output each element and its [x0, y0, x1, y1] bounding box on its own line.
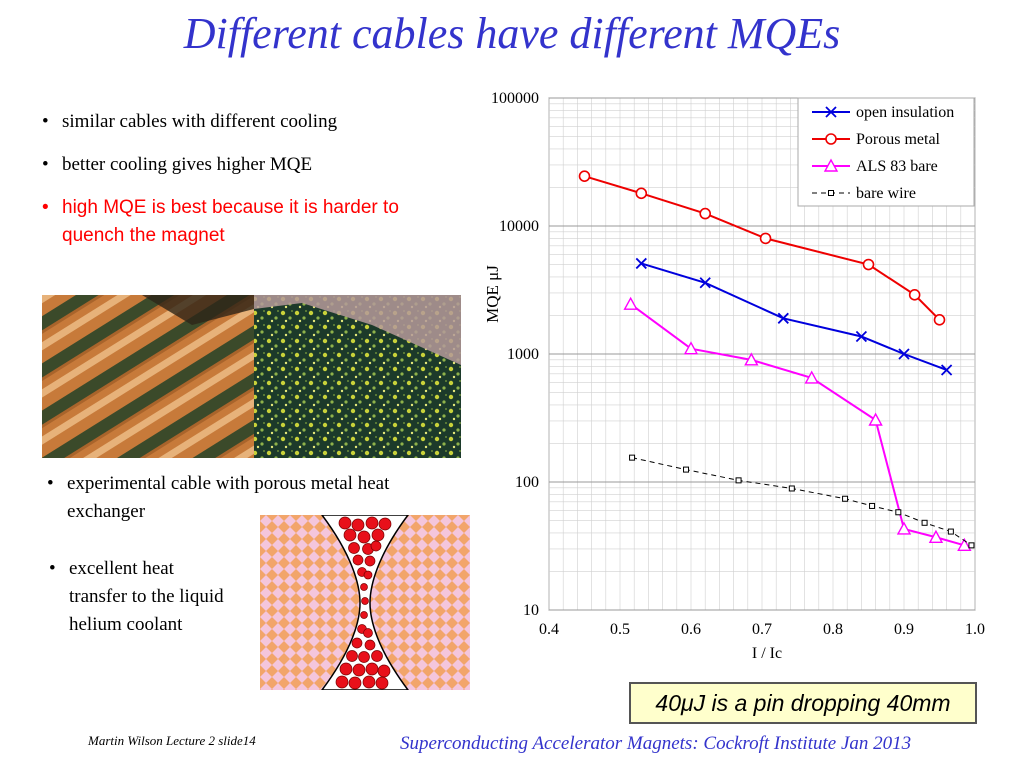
- bullet-porous-metal: experimental cable with porous metal hea…: [45, 470, 425, 526]
- x-axis-label: I / Ic: [752, 645, 782, 662]
- data-point: [683, 341, 699, 355]
- data-point: [921, 519, 928, 526]
- legend-label: bare wire: [856, 185, 916, 202]
- series-porous-metal: [578, 170, 946, 326]
- pin-drop-note: 40μJ is a pin dropping 40mm: [629, 682, 977, 724]
- data-point: [629, 454, 636, 461]
- y-tick-label: 10: [523, 602, 539, 619]
- y-tick-label: 1000: [507, 346, 539, 363]
- cable-photo: [42, 295, 461, 458]
- data-point: [933, 314, 946, 326]
- series-als-83-bare: [623, 296, 972, 552]
- data-point: [804, 370, 819, 384]
- data-point: [898, 348, 910, 360]
- data-point: [928, 529, 944, 543]
- bullet-heat-transfer: excellent heat transfer to the liquid he…: [47, 555, 227, 639]
- data-point: [957, 537, 972, 552]
- cable-cross-section-diagram: [260, 515, 470, 690]
- x-tick-label: 0.5: [610, 621, 630, 638]
- data-point: [623, 296, 638, 310]
- bullet-high-mqe: high MQE is best because it is harder to…: [40, 194, 440, 250]
- data-point: [788, 485, 795, 492]
- data-point: [855, 330, 868, 343]
- data-point: [895, 509, 902, 516]
- data-point: [896, 521, 912, 535]
- footer-author: Martin Wilson Lecture 2 slide14: [88, 733, 256, 748]
- data-point: [759, 232, 772, 245]
- x-tick-label: 0.7: [752, 621, 772, 638]
- y-tick-label: 100: [515, 474, 539, 491]
- series-open-insulation: [635, 257, 953, 376]
- series-line: [631, 457, 972, 546]
- x-tick-label: 0.4: [539, 621, 559, 638]
- data-point: [683, 466, 690, 473]
- bullet-better-cooling: better cooling gives higher MQE: [40, 151, 440, 179]
- bullet-list-top: similar cables with different cooling be…: [40, 108, 440, 265]
- y-axis-label: MQE μJ: [483, 265, 502, 323]
- legend-label: open insulation: [856, 104, 954, 121]
- data-point: [947, 528, 954, 535]
- data-point: [699, 277, 711, 289]
- data-point: [908, 289, 921, 301]
- data-point: [869, 502, 876, 509]
- series-bare-wire: [629, 454, 975, 549]
- footer-course: Superconducting Accelerator Magnets: Coc…: [400, 733, 912, 754]
- data-point: [735, 477, 742, 484]
- data-point: [940, 364, 953, 376]
- series-line: [641, 262, 947, 371]
- data-point: [868, 412, 883, 426]
- bullet-list-porous: experimental cable with porous metal hea…: [45, 470, 425, 526]
- mqe-chart: 10 100 1000 10000 100000 0.4 0.5 0.6 0.7 0.8 0.9 1.…: [483, 90, 985, 662]
- data-point: [777, 312, 789, 324]
- x-tick-label: 1.0: [965, 621, 985, 638]
- bullet-list-transfer: excellent heat transfer to the liquid he…: [47, 555, 227, 639]
- data-point: [635, 257, 647, 270]
- slide-title: Different cables have different MQEs: [183, 9, 841, 58]
- legend-label: ALS 83 bare: [856, 158, 938, 175]
- data-point: [635, 187, 648, 200]
- data-point: [825, 133, 837, 145]
- legend: open insulation Porous metal ALS 83 bare ba…: [797, 97, 975, 207]
- data-point: [699, 207, 711, 220]
- data-point: [825, 106, 837, 118]
- data-point: [578, 170, 591, 182]
- x-tick-label: 0.6: [681, 621, 701, 638]
- series-line: [630, 303, 965, 547]
- data-point: [968, 542, 975, 549]
- y-tick-label: 100000: [491, 90, 539, 107]
- data-point: [828, 190, 834, 196]
- legend-label: Porous metal: [856, 131, 941, 148]
- y-tick-label: 10000: [499, 218, 539, 235]
- data-point: [744, 352, 759, 366]
- data-point: [842, 495, 849, 502]
- x-tick-label: 0.9: [894, 621, 914, 638]
- bullet-similar-cables: similar cables with different cooling: [40, 108, 440, 136]
- x-tick-label: 0.8: [823, 621, 843, 638]
- data-point: [862, 258, 875, 271]
- data-point: [823, 158, 839, 172]
